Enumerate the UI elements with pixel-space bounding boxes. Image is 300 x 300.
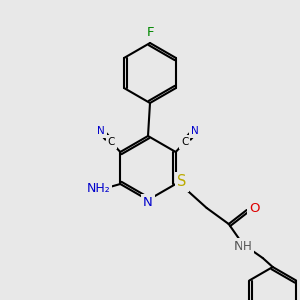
Text: C: C [108, 137, 115, 147]
Text: N: N [191, 126, 199, 136]
Text: N: N [143, 196, 153, 208]
Text: O: O [250, 202, 260, 214]
Text: S: S [177, 175, 186, 190]
Text: H: H [243, 239, 252, 253]
Text: N: N [234, 239, 244, 253]
Text: N: N [98, 126, 105, 136]
Text: C: C [181, 137, 188, 147]
Text: NH₂: NH₂ [86, 182, 110, 196]
Text: F: F [146, 26, 154, 38]
